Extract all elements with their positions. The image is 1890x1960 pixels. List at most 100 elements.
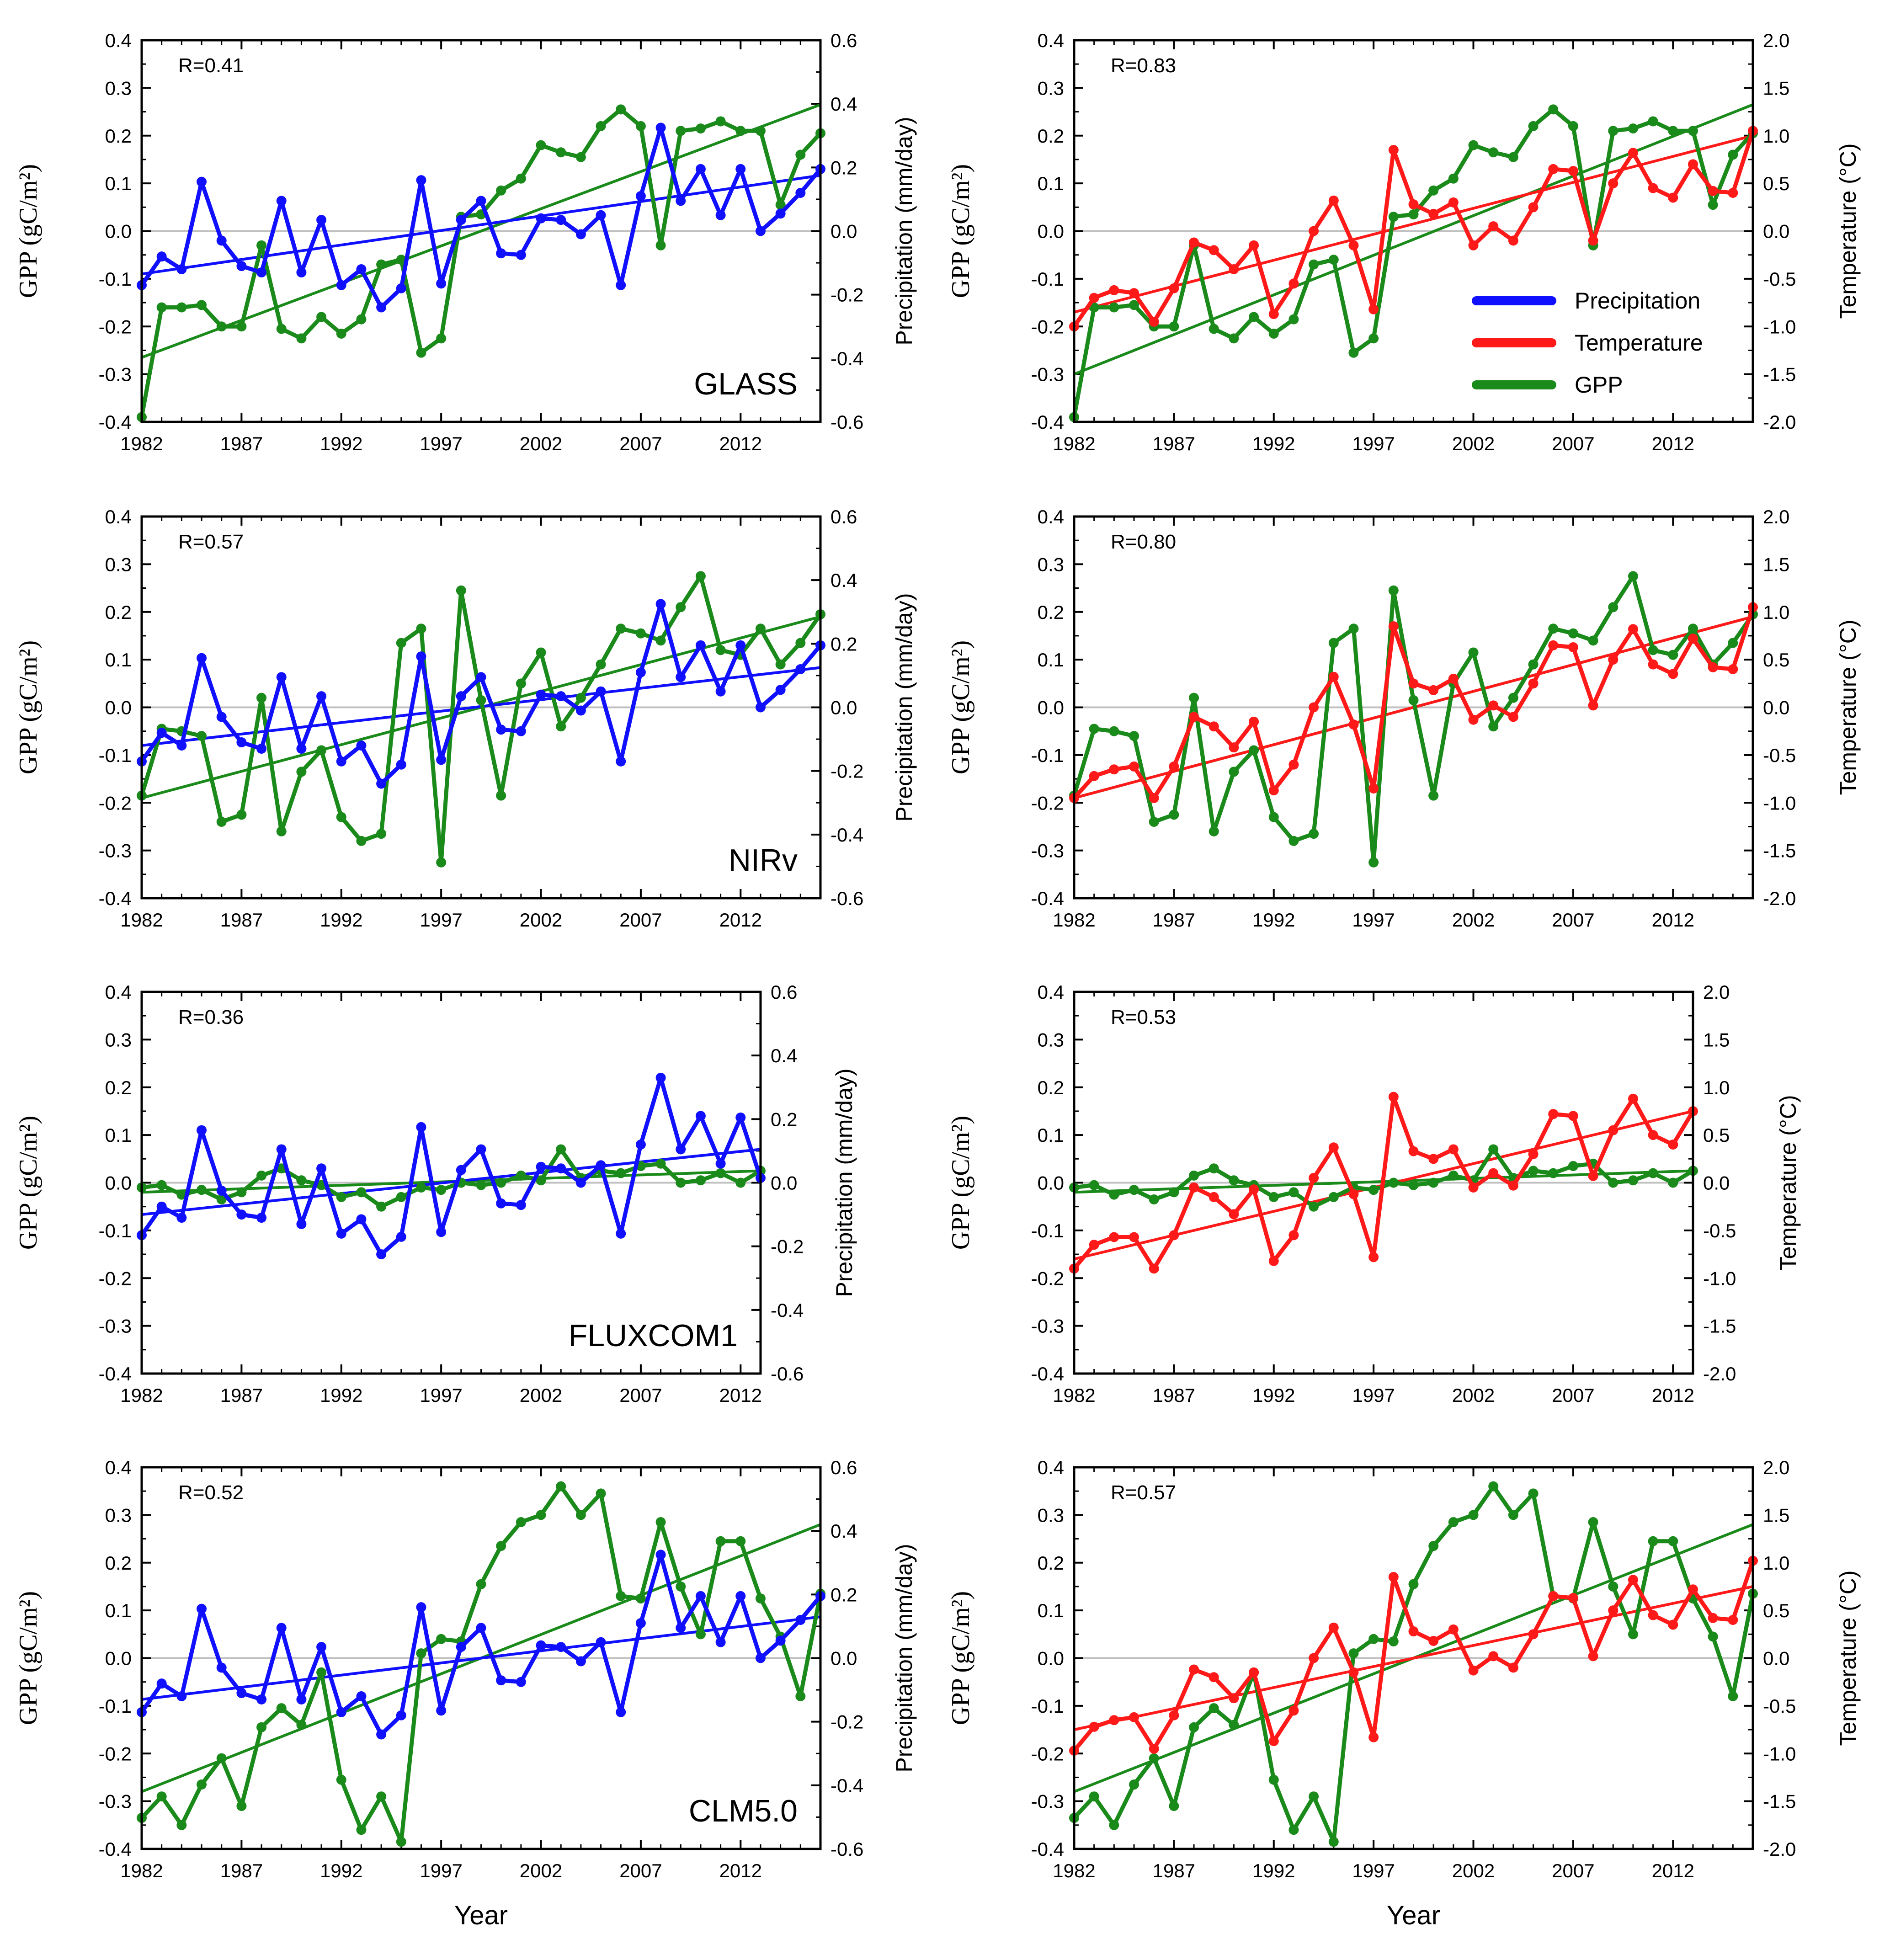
data-point — [695, 640, 706, 650]
data-point — [1588, 235, 1598, 246]
x-tick-label: 1997 — [1352, 1385, 1395, 1406]
trend-line — [1073, 103, 1754, 376]
data-point — [176, 740, 187, 751]
data-point — [1189, 712, 1199, 722]
data-point — [1109, 764, 1119, 775]
data-point — [556, 1163, 566, 1174]
data-point — [676, 196, 686, 206]
data-point — [1189, 1182, 1199, 1193]
data-point — [1708, 1631, 1718, 1642]
y-tick-label: -0.3 — [99, 364, 132, 385]
y2-tick-label: 1.5 — [1763, 1504, 1789, 1526]
dataset-label: FLUXCOM1 — [569, 1318, 738, 1353]
data-point — [695, 1629, 706, 1640]
y-tick-label: 0.1 — [105, 173, 132, 194]
data-point — [496, 248, 506, 259]
data-point — [376, 829, 387, 839]
y2-tick-label: 1.5 — [1763, 554, 1789, 575]
plot-frame — [140, 1466, 822, 1850]
y2-axis-title: Precipitation (mm/day) — [831, 1068, 857, 1297]
data-point — [176, 1820, 187, 1830]
data-point — [676, 126, 686, 136]
y-tick-label: 0.3 — [1038, 1029, 1064, 1050]
chart-panel-5: -0.4 -0.3 -0.2 -0.1 0.0 0.1 0.2 0.3 0.4 -0.6 -0.4 -… — [14, 981, 857, 1406]
data-point — [1328, 671, 1339, 682]
x-tick-label: 1987 — [1153, 1385, 1195, 1406]
data-point — [376, 1791, 387, 1802]
x-tick-label: 1992 — [320, 1385, 362, 1406]
data-point — [416, 1648, 426, 1659]
data-point — [1209, 1163, 1219, 1174]
data-point — [396, 1837, 406, 1847]
data-point — [336, 756, 346, 767]
data-point — [556, 147, 566, 158]
data-point — [216, 1753, 227, 1763]
data-point — [695, 1591, 706, 1601]
y-tick-label: -0.3 — [99, 1791, 132, 1812]
data-point — [1149, 1743, 1159, 1754]
trend-line — [141, 103, 821, 359]
data-point — [516, 1170, 526, 1181]
data-point — [1528, 1166, 1539, 1176]
data-point — [1109, 302, 1119, 313]
data-point — [1209, 245, 1219, 256]
data-point — [356, 1691, 367, 1701]
data-point — [416, 623, 426, 634]
data-point — [336, 328, 346, 339]
y-tick-label: 0.0 — [105, 1172, 132, 1194]
x-tick-label: 1982 — [120, 433, 163, 454]
y2-tick-label: -0.6 — [831, 888, 863, 909]
data-point — [1668, 1140, 1678, 1150]
data-point — [1528, 1488, 1539, 1499]
y-tick-label: -0.1 — [99, 1695, 132, 1717]
data-point — [1468, 714, 1479, 725]
data-point — [795, 638, 806, 648]
y2-tick-label: 0.0 — [1763, 221, 1789, 242]
data-point — [596, 121, 606, 131]
data-point — [1548, 164, 1559, 174]
data-point — [755, 1593, 766, 1604]
data-point — [1288, 1825, 1299, 1835]
data-point — [1189, 1722, 1199, 1732]
data-point — [1688, 1584, 1698, 1595]
data-point — [236, 1801, 247, 1811]
data-point — [1408, 678, 1419, 689]
data-point — [1109, 1715, 1119, 1726]
x-tick-label: 2012 — [1652, 909, 1694, 931]
data-point — [197, 300, 207, 310]
data-point — [1129, 1779, 1139, 1790]
data-point — [1608, 1177, 1618, 1188]
series-line — [140, 1076, 763, 1257]
data-point — [655, 122, 666, 133]
data-point — [1328, 1142, 1339, 1153]
y2-tick-label: -0.4 — [831, 348, 863, 369]
data-point — [176, 264, 187, 274]
data-point — [635, 1593, 646, 1604]
y-tick-label: -0.1 — [1031, 1695, 1064, 1717]
data-point — [1528, 202, 1539, 213]
data-point — [735, 1177, 746, 1188]
x-tick-label: 1987 — [220, 909, 263, 931]
y-tick-label: 0.3 — [105, 1029, 132, 1050]
data-point — [356, 314, 367, 325]
data-point — [1628, 1175, 1638, 1186]
x-tick-label: 1987 — [1153, 909, 1195, 931]
data-point — [676, 1623, 686, 1633]
y-tick-label: -0.1 — [1031, 745, 1064, 766]
data-point — [616, 1707, 626, 1717]
data-point — [1408, 1626, 1419, 1637]
data-point — [176, 1691, 187, 1701]
data-point — [216, 321, 227, 332]
data-point — [1309, 226, 1319, 236]
data-point — [1428, 1177, 1439, 1188]
x-tick-label: 2007 — [1552, 909, 1594, 931]
data-point — [1288, 1187, 1299, 1198]
x-tick-label: 1997 — [420, 1860, 462, 1881]
data-point — [516, 1677, 526, 1687]
data-point — [1648, 183, 1658, 193]
data-point — [516, 726, 526, 736]
data-point — [1468, 1665, 1479, 1676]
y2-tick-label: 0.5 — [1763, 649, 1789, 671]
data-point — [1728, 1691, 1738, 1701]
data-point — [296, 767, 307, 777]
